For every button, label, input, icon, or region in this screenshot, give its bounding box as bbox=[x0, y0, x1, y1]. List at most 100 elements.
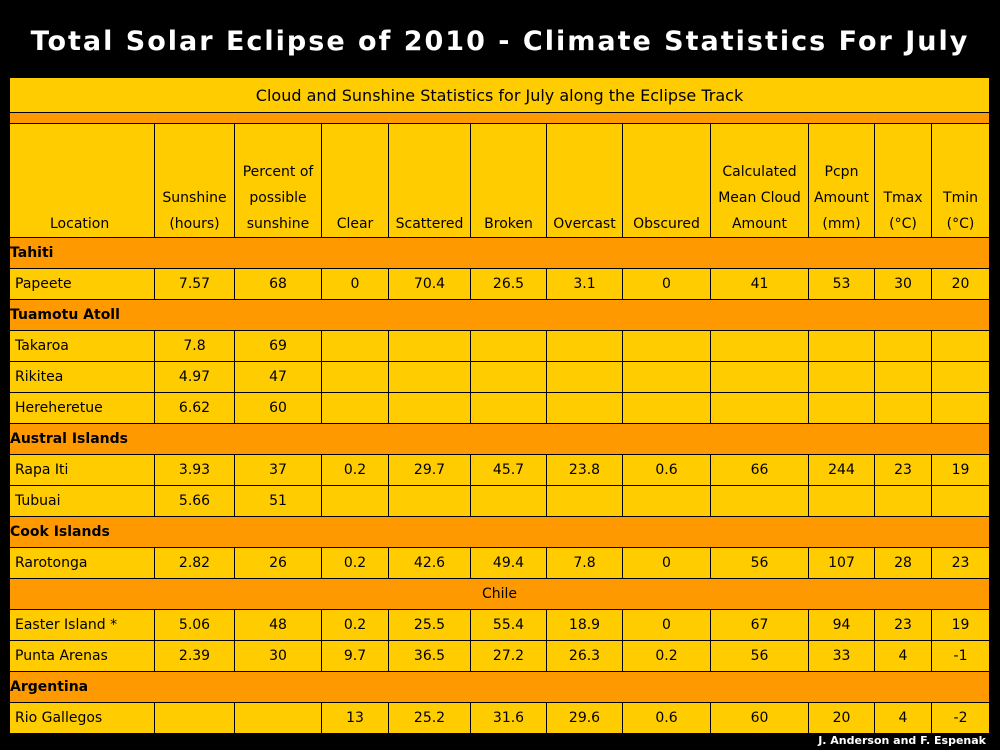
column-header-line: (°C) bbox=[889, 216, 917, 232]
location-cell: Hereheretue bbox=[9, 392, 155, 424]
column-header: Clear bbox=[321, 123, 389, 238]
table-cell: 0.2 bbox=[321, 547, 389, 579]
group-label: Tahiti bbox=[9, 237, 990, 269]
table-cell bbox=[470, 361, 547, 393]
table-cell bbox=[808, 392, 875, 424]
table-cell: 0.6 bbox=[622, 454, 711, 486]
table-cell bbox=[388, 392, 471, 424]
table-cell: 41 bbox=[710, 268, 809, 300]
table-row: Rio Gallegos 13 25.2 31.6 29.6 0.6 60 20 4 -2 bbox=[9, 702, 990, 734]
table-cell bbox=[710, 330, 809, 362]
table-cell bbox=[546, 330, 623, 362]
table-cell: 2.39 bbox=[154, 640, 235, 672]
table-row: Hereheretue 6.62 60 bbox=[9, 392, 990, 424]
table-cell: 60 bbox=[234, 392, 322, 424]
table-cell: 66 bbox=[710, 454, 809, 486]
table-cell: 18.9 bbox=[546, 609, 623, 641]
column-header-line: Mean Cloud bbox=[718, 190, 801, 206]
column-header-line: Percent of bbox=[242, 164, 314, 180]
column-header-line: sunshine bbox=[246, 216, 310, 232]
table-cell: 0 bbox=[622, 268, 711, 300]
column-header-line: Clear bbox=[336, 216, 374, 232]
table-row: Rapa Iti 3.93 37 0.2 29.7 45.7 23.8 0.6 66 244 23 1… bbox=[9, 454, 990, 486]
table-cell: 30 bbox=[234, 640, 322, 672]
table-cell bbox=[622, 361, 711, 393]
table-cell: 70.4 bbox=[388, 268, 471, 300]
table-cell bbox=[321, 485, 389, 517]
table-cell: 6.62 bbox=[154, 392, 235, 424]
column-header-line: Sunshine bbox=[162, 190, 227, 206]
table-cell: 45.7 bbox=[470, 454, 547, 486]
column-header: Overcast bbox=[546, 123, 623, 238]
column-header-line: Overcast bbox=[553, 216, 616, 232]
table-cell bbox=[388, 330, 471, 362]
table-cell: 26 bbox=[234, 547, 322, 579]
table-cell: 0 bbox=[321, 268, 389, 300]
table-cell: 7.8 bbox=[546, 547, 623, 579]
table-cell: 0 bbox=[622, 547, 711, 579]
location-cell: Punta Arenas bbox=[9, 640, 155, 672]
location-cell: Rapa Iti bbox=[9, 454, 155, 486]
table-row: Papeete 7.57 68 0 70.4 26.5 3.1 0 41 53 30 20 bbox=[9, 268, 990, 300]
table-cell bbox=[470, 392, 547, 424]
table-cell: 26.5 bbox=[470, 268, 547, 300]
column-header-line: Amount bbox=[813, 190, 869, 206]
header-row: Location Sunshine (hours) Percent of possibl… bbox=[9, 123, 990, 238]
group-row: Tuamotu Atoll bbox=[9, 299, 990, 331]
table-cell: 23 bbox=[874, 609, 932, 641]
table-cell bbox=[622, 392, 711, 424]
table-cell bbox=[874, 361, 932, 393]
group-row: Argentina bbox=[9, 671, 990, 703]
table-cell: 23.8 bbox=[546, 454, 623, 486]
location-cell: Rio Gallegos bbox=[9, 702, 155, 734]
table-cell: 13 bbox=[321, 702, 389, 734]
table-cell: 0 bbox=[622, 609, 711, 641]
table-cell: 0.6 bbox=[622, 702, 711, 734]
table-cell: 31.6 bbox=[470, 702, 547, 734]
location-cell: Takaroa bbox=[9, 330, 155, 362]
table-cell: 20 bbox=[931, 268, 990, 300]
column-header-line: (°C) bbox=[946, 216, 975, 232]
column-header-line: Amount bbox=[731, 216, 787, 232]
location-cell: Easter Island * bbox=[9, 609, 155, 641]
column-header: Sunshine (hours) bbox=[154, 123, 235, 238]
column-header-line: Obscured bbox=[633, 216, 700, 232]
table-cell bbox=[710, 361, 809, 393]
table-cell: 42.6 bbox=[388, 547, 471, 579]
table-cell: 37 bbox=[234, 454, 322, 486]
table-cell: 27.2 bbox=[470, 640, 547, 672]
table-cell: 69 bbox=[234, 330, 322, 362]
table-cell bbox=[321, 361, 389, 393]
group-label: Cook Islands bbox=[9, 516, 990, 548]
table-cell bbox=[931, 330, 990, 362]
table-cell bbox=[874, 485, 932, 517]
table-cell: 36.5 bbox=[388, 640, 471, 672]
credit-text: J. Anderson and F. Espenak bbox=[818, 734, 986, 747]
column-header-line: (hours) bbox=[169, 216, 220, 232]
table-row: Takaroa 7.8 69 bbox=[9, 330, 990, 362]
table-cell: 3.93 bbox=[154, 454, 235, 486]
table-cell: 29.7 bbox=[388, 454, 471, 486]
column-header-line: (mm) bbox=[822, 216, 861, 232]
table-cell: 29.6 bbox=[546, 702, 623, 734]
table-spacer bbox=[9, 112, 990, 124]
column-header: Scattered bbox=[388, 123, 471, 238]
table-cell: 56 bbox=[710, 640, 809, 672]
table-row: Punta Arenas 2.39 30 9.7 36.5 27.2 26.3 0.2 56 33… bbox=[9, 640, 990, 672]
table-cell bbox=[470, 330, 547, 362]
table-cell bbox=[874, 392, 932, 424]
table-cell: 5.66 bbox=[154, 485, 235, 517]
table-cell: 94 bbox=[808, 609, 875, 641]
table-cell: 7.8 bbox=[154, 330, 235, 362]
table-cell bbox=[546, 361, 623, 393]
table-cell: 7.57 bbox=[154, 268, 235, 300]
table-cell bbox=[874, 330, 932, 362]
column-header-line: Calculated bbox=[722, 164, 797, 180]
table-cell: 5.06 bbox=[154, 609, 235, 641]
group-label: Chile bbox=[9, 578, 990, 610]
column-header-line: possible bbox=[249, 190, 307, 206]
table-cell: 56 bbox=[710, 547, 809, 579]
table-cell: 9.7 bbox=[321, 640, 389, 672]
table-cell bbox=[388, 485, 471, 517]
table-cell bbox=[808, 485, 875, 517]
